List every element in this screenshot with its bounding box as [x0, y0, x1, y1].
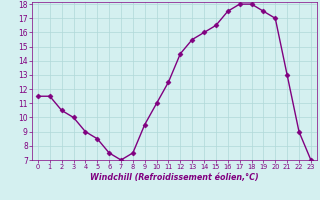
X-axis label: Windchill (Refroidissement éolien,°C): Windchill (Refroidissement éolien,°C)	[90, 173, 259, 182]
